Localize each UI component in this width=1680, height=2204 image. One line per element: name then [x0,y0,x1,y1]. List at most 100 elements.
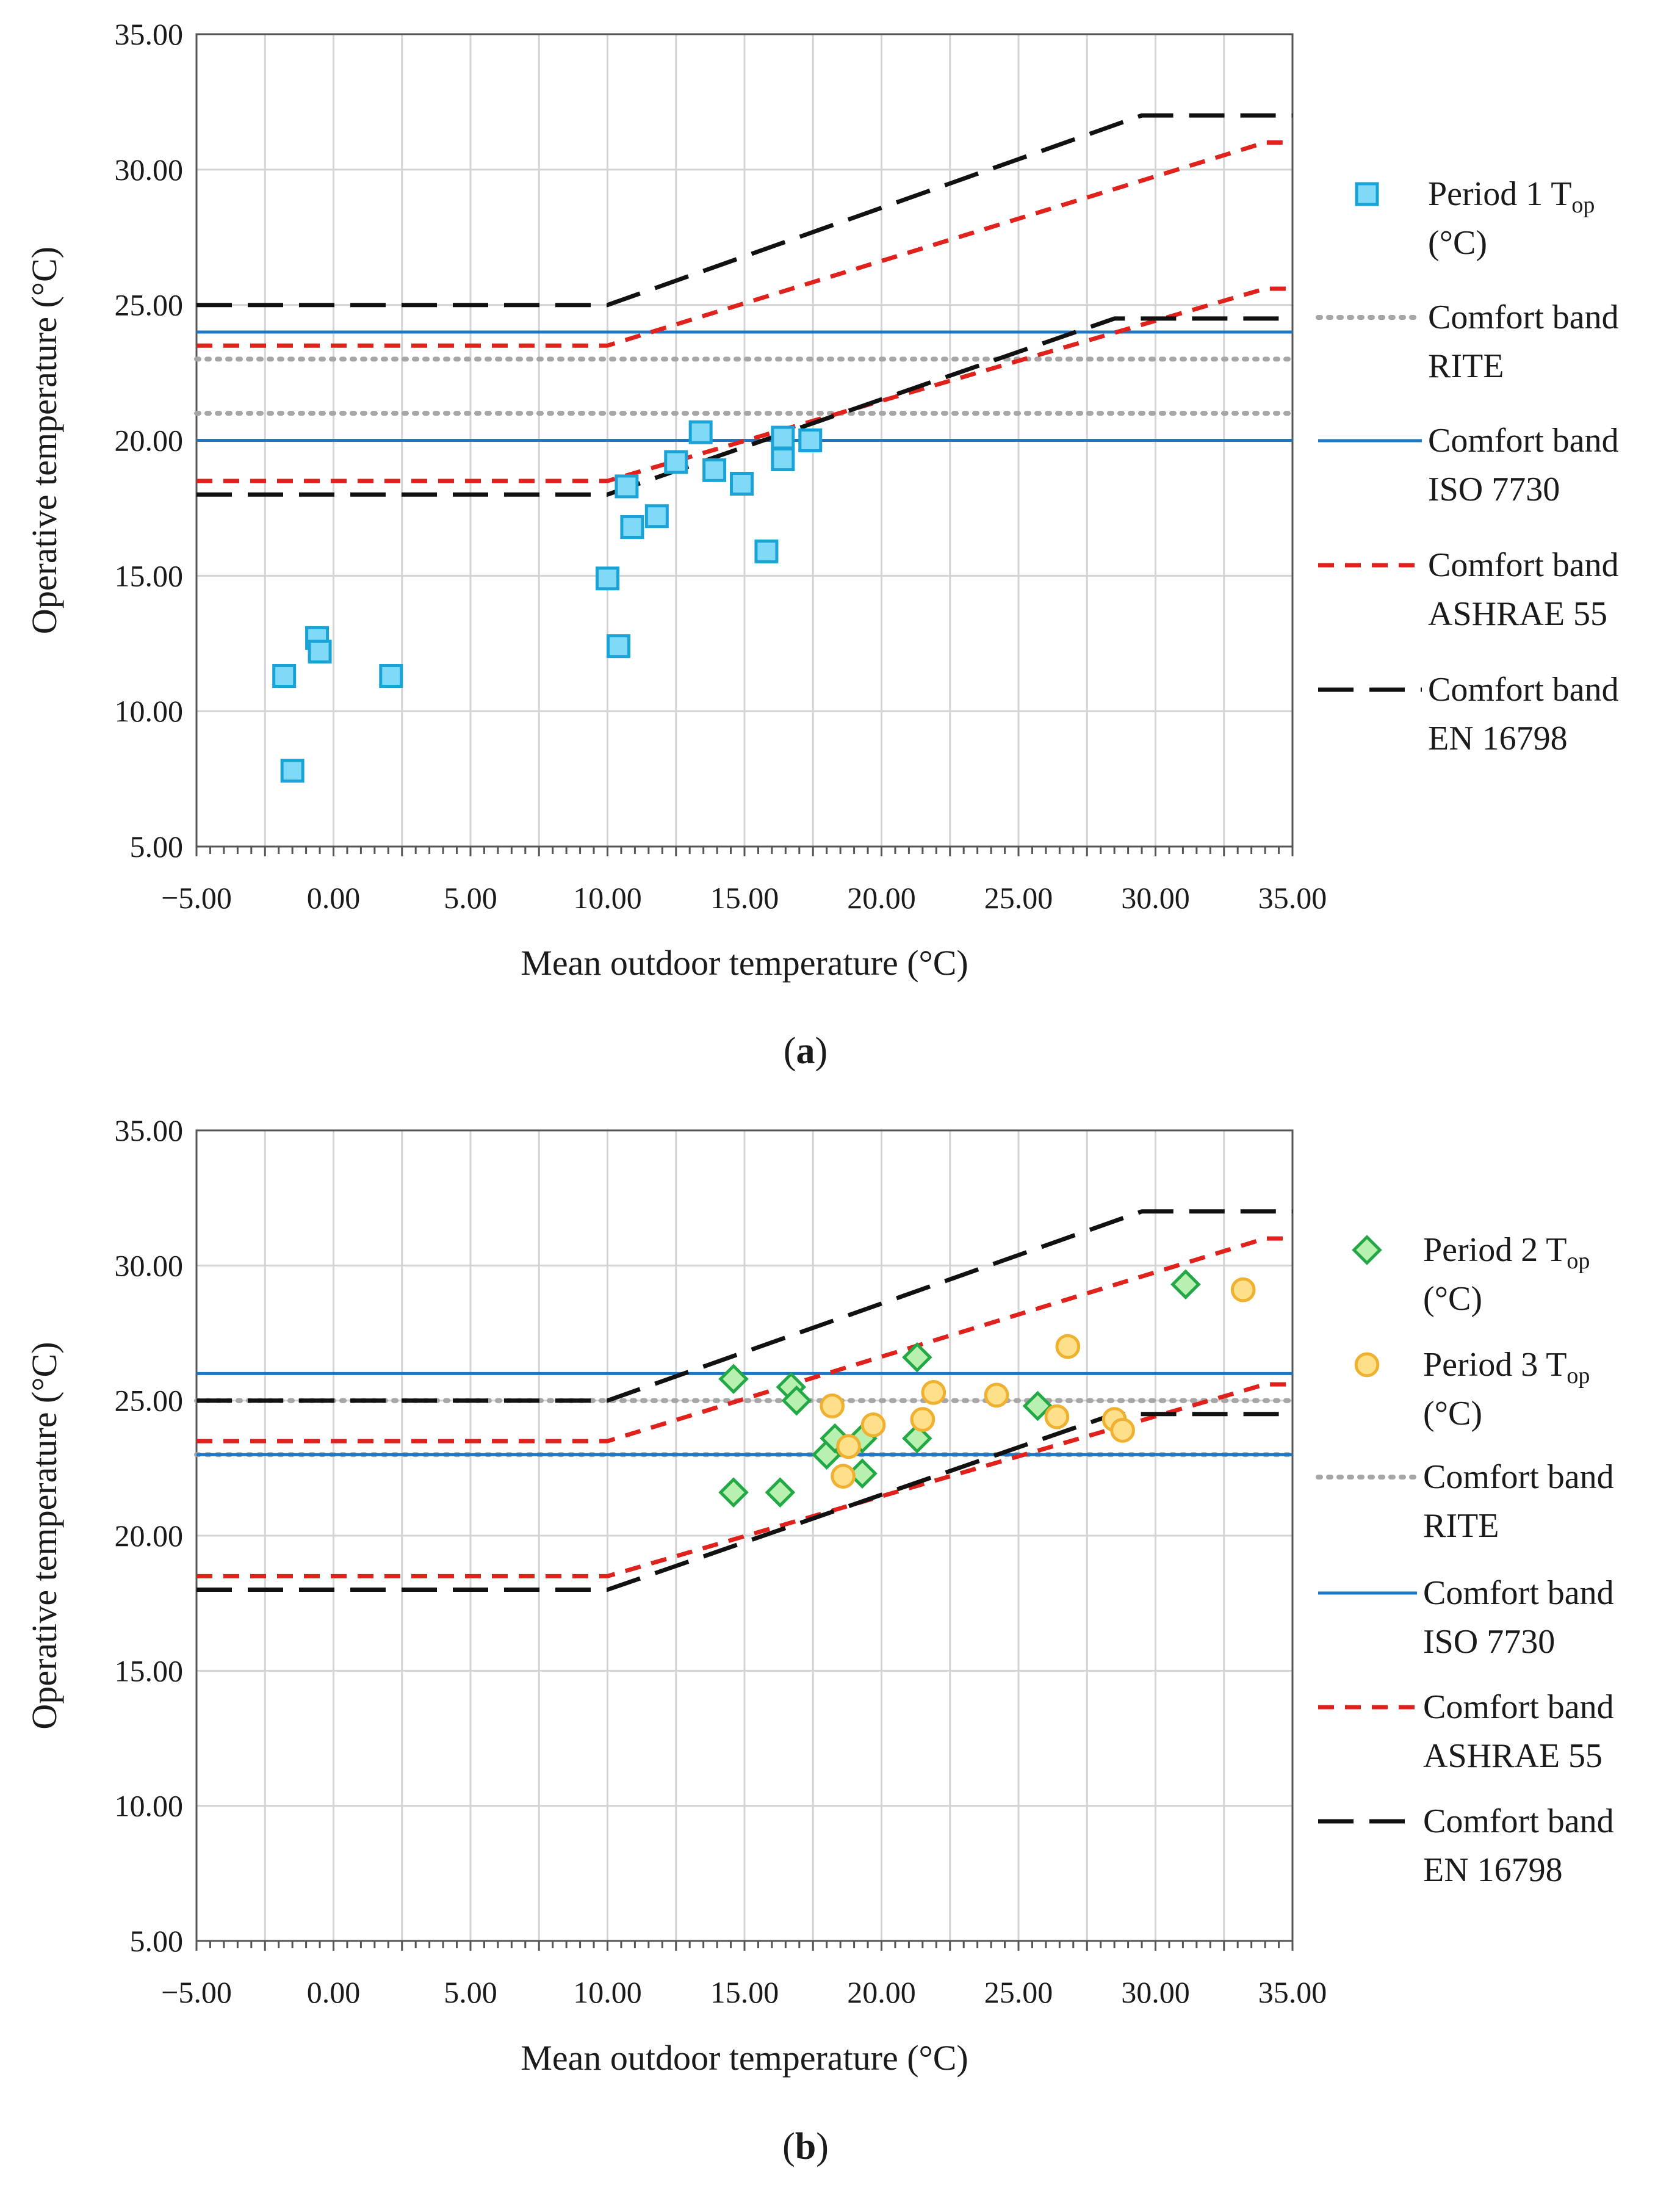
legend-label-subscript: op [1571,192,1595,218]
data-point [644,504,669,529]
legend-label: Comfort band [1428,422,1619,460]
x-tick-label: 25.00 [984,1975,1053,2009]
x-tick-label: 15.00 [710,1975,779,2009]
x-tick-label: 10.00 [573,881,642,915]
legend-label-unit: (°C) [1423,1280,1482,1318]
legend-label-unit: (°C) [1423,1395,1482,1433]
data-point [860,1412,886,1437]
x-axis-title: Mean outdoor temperature (°C) [521,943,968,983]
y-tick-label: 5.00 [130,829,184,864]
data-point [771,425,795,450]
data-point [606,634,630,659]
legend-label: Comfort band [1423,1688,1614,1726]
data-point [718,1364,749,1395]
panel-label-close: ) [815,1030,828,1072]
y-tick-label: 10.00 [115,694,184,728]
legend-label-line2: ASHRAE 55 [1428,595,1607,633]
legend-label: Comfort band [1428,546,1619,584]
y-tick-label: 20.00 [115,1519,184,1553]
legend-label-line2: RITE [1428,347,1504,385]
y-tick-label: 10.00 [115,1789,184,1823]
data-point [765,1477,796,1508]
y-tick-label: 30.00 [115,1248,184,1282]
legend-label-line2: ISO 7730 [1423,1623,1555,1661]
x-tick-label: 20.00 [847,1975,916,2009]
legend-label-line2: RITE [1423,1507,1499,1545]
data-point [820,1393,845,1418]
y-axis-title: Operative temperature (°C) [24,1342,64,1729]
legend: Period 2 Top (°C) Period 3 Top (°C) Comfort … [1316,1231,1614,1889]
data-point [836,1434,861,1459]
x-tick-label: −5.00 [161,881,232,915]
band-line-comfort-band-ashrae-55 [196,1236,1292,1443]
x-tick-label: 5.00 [444,1975,497,2009]
x-tick-label: 35.00 [1258,1975,1327,2009]
legend-label-line2: ASHRAE 55 [1423,1737,1602,1775]
x-tick-label: 30.00 [1121,881,1190,915]
legend-label-subscript: op [1566,1248,1590,1274]
x-tick-label: 0.00 [307,1975,361,2009]
y-tick-label: 35.00 [115,17,184,51]
x-tick-label: 35.00 [1258,881,1327,915]
legend-marker [1354,1352,1380,1378]
data-point [308,640,332,664]
data-point [664,450,688,474]
legend-label: Comfort band [1428,671,1619,709]
panel-label: (a) [784,1030,827,1072]
band-line-comfort-band-ashrae-55 [196,140,1292,348]
data-point [718,1477,749,1508]
legend-label: Comfort band [1423,1802,1614,1840]
y-tick-label: 25.00 [115,288,184,322]
y-axis-title: Operative temperature (°C) [24,247,64,634]
legend-label: Period 3 Top [1423,1346,1590,1389]
panel-label-open: ( [782,2126,795,2167]
data-point [280,759,305,783]
band-line-comfort-band-en-16798 [196,1412,1292,1592]
x-tick-label: 10.00 [573,1975,642,2009]
legend-label-subscript: op [1566,1363,1590,1389]
legend-label-line2: EN 16798 [1428,720,1568,757]
panel-label: (b) [782,2126,829,2167]
legend-label-line2: EN 16798 [1423,1851,1563,1889]
data-point [688,420,713,444]
y-tick-label: 15.00 [115,558,184,593]
panel-label-close: ) [816,2126,829,2167]
legend: Period 1 Top (°C) Comfort band RITE Comfort … [1316,175,1619,757]
data-point [272,663,297,688]
series-period-3-t-op-c- [820,1277,1256,1489]
panel-label-letter: b [795,2126,816,2167]
data-point [1055,1334,1081,1359]
series-period-2-t-op-c- [718,1269,1201,1508]
series-period-1-t-op-c- [272,420,823,783]
x-tick-label: 30.00 [1121,1975,1190,2009]
legend-label: Comfort band [1423,1574,1614,1612]
data-point [1230,1277,1256,1303]
y-tick-label: 25.00 [115,1384,184,1418]
data-point [984,1382,1009,1408]
band-line-comfort-band-en-16798 [196,113,1292,308]
x-tick-label: −5.00 [161,1975,232,2009]
band-line-comfort-band-en-16798 [196,1209,1292,1403]
x-tick-label: 15.00 [710,881,779,915]
y-tick-label: 35.00 [115,1113,184,1147]
data-point [902,1423,932,1454]
y-tick-label: 15.00 [115,1653,184,1688]
x-tick-label: 25.00 [984,881,1053,915]
chart-panel-b: −5.00 0.00 5.00 10.00 15.00 20.00 25.00 30.00 35… [24,1113,1614,2167]
data-point [781,1385,812,1416]
legend-marker [1352,1235,1382,1265]
legend-label: Comfort band [1428,298,1619,336]
panel-label-letter: a [796,1030,815,1072]
data-point [798,428,823,452]
data-point [702,458,727,482]
legend-label: Comfort band [1423,1458,1614,1496]
panel-label-open: ( [784,1030,796,1072]
x-tick-label: 5.00 [444,881,497,915]
data-point [754,539,779,563]
data-point [1022,1390,1053,1422]
y-tick-label: 30.00 [115,153,184,187]
legend-label-line2: ISO 7730 [1428,471,1560,508]
legend-label: Period 1 Top [1428,175,1595,218]
data-point [615,474,639,499]
